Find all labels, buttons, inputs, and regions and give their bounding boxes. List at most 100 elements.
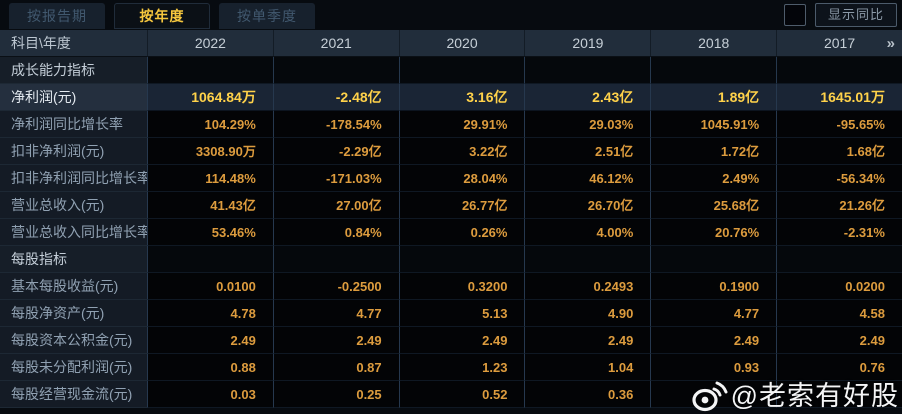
period-tabbar: 按报告期 按年度 按单季度 显示同比	[0, 0, 902, 30]
tab-by-year[interactable]: 按年度	[114, 3, 210, 29]
cell-value	[650, 381, 777, 408]
tab-by-single-quarter[interactable]: 按单季度	[219, 3, 315, 29]
table-row: 扣非净利润(元) 3308.90万 -2.29亿 3.22亿 2.51亿 1.72亿 1.6…	[0, 138, 902, 165]
cell-value: 4.00%	[524, 219, 651, 246]
cell-value: 21.26亿	[776, 192, 902, 219]
show-yoy-checkbox[interactable]	[783, 4, 806, 26]
year-column-header: 2017»	[776, 30, 902, 57]
cell-value: 104.29%	[147, 111, 273, 138]
cell-value: 114.48%	[147, 165, 273, 192]
cell-value: -95.65%	[776, 111, 902, 138]
cell-value	[398, 57, 525, 84]
table-row: 每股未分配利润(元) 0.88 0.87 1.23 1.04 0.93 0.76	[0, 354, 902, 381]
tab-by-report-period[interactable]: 按报告期	[9, 3, 105, 29]
table-row: 净利润(元) 1064.84万 -2.48亿 3.16亿 2.43亿 1.89亿 1645.…	[0, 84, 902, 111]
cell-value: 46.12%	[524, 165, 651, 192]
cell-value	[524, 57, 651, 84]
cell-value: 28.04%	[398, 165, 525, 192]
cell-value: 4.78	[147, 300, 273, 327]
year-column-header: 2019	[524, 30, 651, 57]
cell-value: -2.48亿	[272, 84, 399, 111]
cell-value: 2.49	[147, 327, 273, 354]
row-label: 营业总收入同比增长率	[0, 219, 147, 246]
table-row: 每股资本公积金(元) 2.49 2.49 2.49 2.49 2.49 2.49	[0, 327, 902, 354]
cell-value: 41.43亿	[147, 192, 273, 219]
year-column-header: 2018	[650, 30, 777, 57]
cell-value: 0.0100	[147, 273, 273, 300]
cell-value: 5.13	[398, 300, 525, 327]
yoy-controls: 显示同比	[783, 3, 902, 27]
cell-value: 0.03	[147, 381, 273, 408]
year-column-header: 2021	[272, 30, 399, 57]
cell-value: -2.31%	[776, 219, 902, 246]
cell-value: 1064.84万	[147, 84, 273, 111]
cell-value: 0.25	[272, 381, 399, 408]
cell-value: 0.3200	[398, 273, 525, 300]
more-years-chevron-icon[interactable]: »	[886, 35, 895, 52]
table-header-row: 科目\年度 2022 2021 2020 2019 2018 2017»	[0, 30, 902, 57]
financial-table: 科目\年度 2022 2021 2020 2019 2018 2017» 成长能力指标 净利润(…	[0, 30, 902, 408]
cell-value: 26.77亿	[398, 192, 525, 219]
cell-value: 26.70亿	[524, 192, 651, 219]
cell-value: 3308.90万	[147, 138, 273, 165]
cell-value: 4.58	[776, 300, 902, 327]
cell-value: 27.00亿	[272, 192, 399, 219]
cell-value: 1645.01万	[776, 84, 902, 111]
cell-value: 0.84%	[272, 219, 399, 246]
cell-value: 2.49%	[650, 165, 777, 192]
row-label: 每股净资产(元)	[0, 300, 147, 327]
cell-value	[650, 246, 777, 273]
corner-cell: 科目\年度	[0, 30, 147, 57]
cell-value: 0.88	[147, 354, 273, 381]
cell-value	[776, 57, 902, 84]
table-row: 营业总收入同比增长率 53.46% 0.84% 0.26% 4.00% 20.76% -2.…	[0, 219, 902, 246]
show-yoy-label[interactable]: 显示同比	[814, 3, 897, 27]
cell-value	[272, 57, 399, 84]
cell-value	[650, 57, 777, 84]
table-row: 扣非净利润同比增长率 114.48% -171.03% 28.04% 46.12% 2.4…	[0, 165, 902, 192]
cell-value: 2.49	[398, 327, 525, 354]
cell-value: 0.0200	[776, 273, 902, 300]
cell-value: 0.52	[398, 381, 525, 408]
cell-value: 1.68亿	[776, 138, 902, 165]
cell-value: 1.23	[398, 354, 525, 381]
cell-value: 2.49	[650, 327, 777, 354]
year-column-header: 2020	[398, 30, 525, 57]
cell-value	[524, 246, 651, 273]
table-row: 每股指标	[0, 246, 902, 273]
cell-value: -178.54%	[272, 111, 399, 138]
cell-value: 0.87	[272, 354, 399, 381]
row-label: 净利润同比增长率	[0, 111, 147, 138]
cell-value	[398, 246, 525, 273]
row-label: 每股经营现金流(元)	[0, 381, 147, 408]
table-row: 每股经营现金流(元) 0.03 0.25 0.52 0.36	[0, 381, 902, 408]
cell-value: 4.90	[524, 300, 651, 327]
cell-value	[272, 246, 399, 273]
cell-value: 2.49	[776, 327, 902, 354]
cell-value: -171.03%	[272, 165, 399, 192]
row-label: 扣非净利润(元)	[0, 138, 147, 165]
table-row: 净利润同比增长率 104.29% -178.54% 29.91% 29.03% 1045.…	[0, 111, 902, 138]
row-label: 每股未分配利润(元)	[0, 354, 147, 381]
cell-value: 3.22亿	[398, 138, 525, 165]
cell-value: 1.04	[524, 354, 651, 381]
row-label: 成长能力指标	[0, 57, 147, 84]
cell-value: 1.89亿	[650, 84, 777, 111]
row-label: 每股指标	[0, 246, 147, 273]
table-row: 营业总收入(元) 41.43亿 27.00亿 26.77亿 26.70亿 25.68亿 21…	[0, 192, 902, 219]
cell-value: 2.43亿	[524, 84, 651, 111]
row-label: 净利润(元)	[0, 84, 147, 111]
cell-value: 1045.91%	[650, 111, 777, 138]
table-row: 成长能力指标	[0, 57, 902, 84]
cell-value	[147, 57, 273, 84]
cell-value: 0.26%	[398, 219, 525, 246]
cell-value: 1.72亿	[650, 138, 777, 165]
year-column-header: 2022	[147, 30, 273, 57]
cell-value: -0.2500	[272, 273, 399, 300]
cell-value: 2.51亿	[524, 138, 651, 165]
table-row: 基本每股收益(元) 0.0100 -0.2500 0.3200 0.2493 0.1900…	[0, 273, 902, 300]
cell-value: 3.16亿	[398, 84, 525, 111]
table-row: 每股净资产(元) 4.78 4.77 5.13 4.90 4.77 4.58	[0, 300, 902, 327]
cell-value: 29.03%	[524, 111, 651, 138]
